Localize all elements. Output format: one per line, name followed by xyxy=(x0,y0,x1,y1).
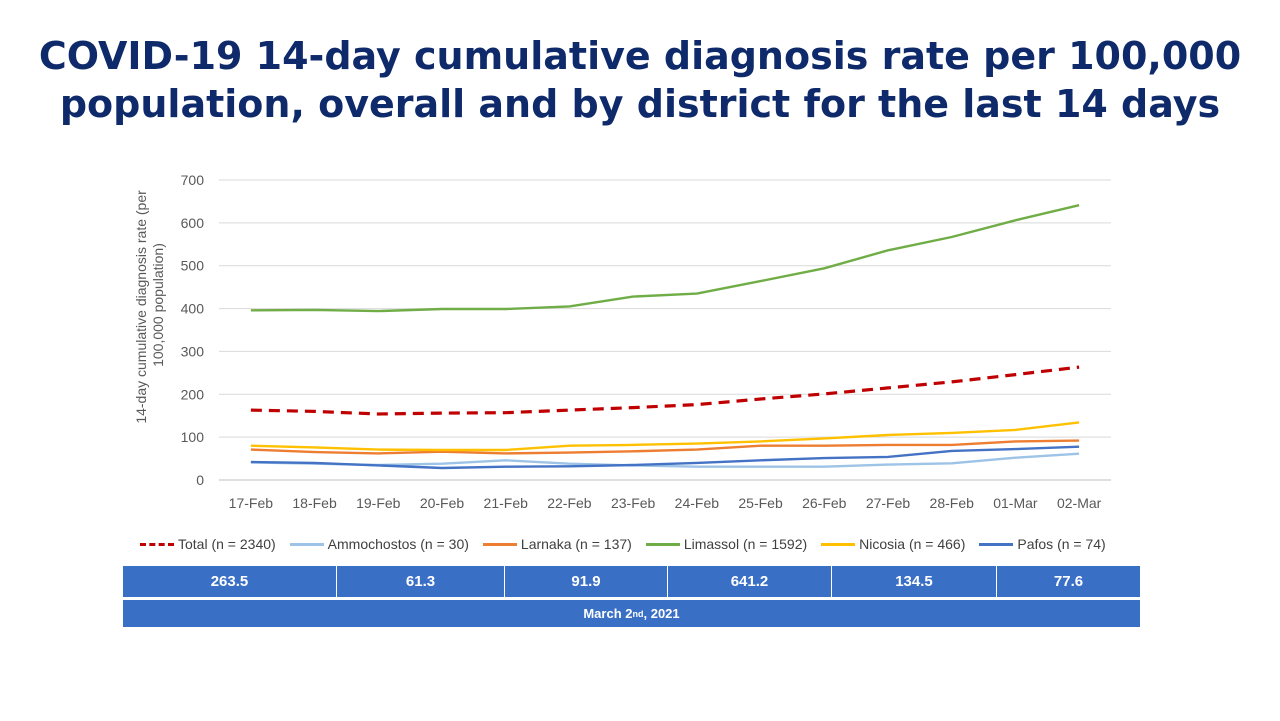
legend-item: Ammochostos (n = 30) xyxy=(289,536,469,552)
x-tick-label: 01-Mar xyxy=(993,495,1038,511)
x-tick-label: 24-Feb xyxy=(675,495,720,511)
x-axis-ticks: 17-Feb 18-Feb 19-Feb 20-Feb 21-Feb 22-Feb 23-F… xyxy=(229,495,1102,511)
x-tick-label: 25-Feb xyxy=(738,495,783,511)
series-line-larnaka xyxy=(250,439,1080,455)
legend-label: Total (n = 2340) xyxy=(178,536,276,552)
x-tick-label: 20-Feb xyxy=(420,495,465,511)
chart-legend: Total (n = 2340) Ammochostos (n = 30) Larn… xyxy=(140,533,1140,555)
x-tick-label: 27-Feb xyxy=(866,495,911,511)
y-tick-label: 300 xyxy=(181,343,205,359)
x-tick-label: 02-Mar xyxy=(1057,495,1102,511)
legend-swatch xyxy=(645,542,680,546)
date-year: , 2021 xyxy=(643,606,680,621)
legend-swatch xyxy=(821,542,856,546)
legend-swatch xyxy=(289,542,324,546)
x-tick-label: 18-Feb xyxy=(292,495,337,511)
y-axis-ticks: 0 100 200 300 400 500 600 700 xyxy=(181,172,205,488)
series-line-total xyxy=(250,365,1080,416)
series-line-nicosia xyxy=(250,421,1080,452)
y-tick-label: 100 xyxy=(181,429,205,445)
legend-label: Pafos (n = 74) xyxy=(1017,536,1106,552)
y-axis-label-line-2: 100,000 population) xyxy=(150,243,166,367)
title-line-2: population, overall and by district for … xyxy=(59,82,1221,126)
series-line-pafos xyxy=(250,445,1080,470)
y-tick-label: 200 xyxy=(181,386,205,402)
y-tick-label: 400 xyxy=(181,301,205,317)
date-suffix: nd xyxy=(632,608,644,619)
summary-cell: 61.3 xyxy=(337,566,505,597)
y-tick-label: 600 xyxy=(181,215,205,231)
legend-swatch xyxy=(979,542,1014,546)
x-tick-label: 22-Feb xyxy=(547,495,592,511)
legend-item: Nicosia (n = 466) xyxy=(821,536,965,552)
summary-cell: 263.5 xyxy=(123,566,337,597)
legend-label: Limassol (n = 1592) xyxy=(683,536,808,552)
y-tick-label: 500 xyxy=(181,258,205,274)
series-line-limassol xyxy=(250,204,1080,313)
legend-item: Total (n = 2340) xyxy=(140,536,276,552)
y-axis-label-line-1: 14-day cumulative diagnosis rate (per xyxy=(133,190,149,424)
x-tick-label: 26-Feb xyxy=(802,495,847,511)
page-title: COVID-19 14-day cumulative diagnosis rat… xyxy=(0,32,1280,128)
legend-item: Limassol (n = 1592) xyxy=(645,536,808,552)
legend-item: Larnaka (n = 137) xyxy=(482,536,632,552)
legend-label: Larnaka (n = 137) xyxy=(520,536,632,552)
legend-swatch xyxy=(482,542,517,546)
legend-label: Nicosia (n = 466) xyxy=(859,536,966,552)
y-axis-label: 14-day cumulative diagnosis rate (per 10… xyxy=(133,186,166,423)
summary-cell: 77.6 xyxy=(1053,573,1084,590)
summary-values-row: 263.5 61.3 91.9 641.2 134.5 77.6 xyxy=(123,566,1140,597)
title-line-1: COVID-19 14-day cumulative diagnosis rat… xyxy=(38,34,1242,78)
y-tick-label: 0 xyxy=(196,472,204,488)
summary-cell: 641.2 xyxy=(668,566,832,597)
gridlines xyxy=(219,179,1111,481)
y-tick-label: 700 xyxy=(181,172,205,188)
x-tick-label: 23-Feb xyxy=(611,495,656,511)
x-tick-label: 21-Feb xyxy=(484,495,529,511)
x-tick-label: 17-Feb xyxy=(229,495,274,511)
date-main: March 2 xyxy=(583,606,633,621)
series-lines xyxy=(250,204,1080,470)
x-tick-label: 28-Feb xyxy=(930,495,975,511)
legend-label: Ammochostos (n = 30) xyxy=(327,536,469,552)
summary-cell: 91.9 xyxy=(505,566,668,597)
legend-item: Pafos (n = 74) xyxy=(979,536,1106,552)
summary-cell: 134.5 xyxy=(832,566,997,597)
legend-swatch xyxy=(140,542,174,546)
x-tick-label: 19-Feb xyxy=(356,495,401,511)
line-chart: 0 100 200 300 400 500 600 700 17-Feb 18-Feb 19-Fe… xyxy=(133,172,1111,511)
